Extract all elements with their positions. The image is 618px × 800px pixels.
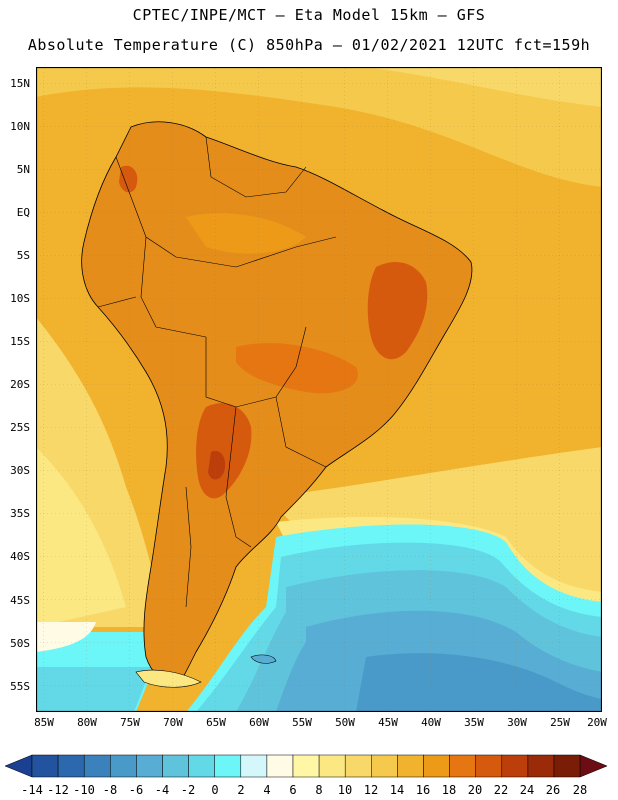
colorbar-label: 22: [493, 783, 509, 797]
colorbar-cell: [371, 754, 398, 778]
colorbar-label: 18: [441, 783, 457, 797]
colorbar-label: 26: [545, 783, 561, 797]
colorbar-cell: [266, 754, 294, 778]
colorbar-label: 14: [389, 783, 405, 797]
lon-label: 70W: [163, 716, 183, 729]
lat-label: 10N: [10, 120, 30, 133]
colorbar-cell: [449, 754, 476, 778]
colorbar-label: 8: [315, 783, 323, 797]
colorbar: [5, 754, 608, 778]
lon-label: 80W: [77, 716, 97, 729]
colorbar-label: -2: [180, 783, 196, 797]
colorbar-cell: [240, 754, 268, 778]
colorbar-label: 2: [237, 783, 245, 797]
lon-label: 45W: [378, 716, 398, 729]
lat-label: 40S: [10, 550, 30, 563]
colorbar-label: -4: [154, 783, 170, 797]
lon-label: 35W: [464, 716, 484, 729]
lon-label: 60W: [249, 716, 269, 729]
lat-label: 15N: [10, 77, 30, 90]
colorbar-left-arrow: [5, 754, 33, 778]
colorbar-cell: [57, 754, 85, 778]
lon-label: 85W: [34, 716, 54, 729]
colorbar-label: 6: [289, 783, 297, 797]
lat-label: EQ: [16, 206, 30, 219]
colorbar-cell: [527, 754, 555, 778]
lat-label: 15S: [10, 335, 30, 348]
colorbar-cell: [31, 754, 59, 778]
lon-label: 65W: [206, 716, 226, 729]
lat-label: 30S: [10, 464, 30, 477]
lat-label: 5S: [16, 249, 30, 262]
lat-label: 55S: [10, 680, 30, 693]
lon-label: 20W: [587, 716, 607, 729]
colorbar-cell: [292, 754, 320, 778]
colorbar-label: 20: [467, 783, 483, 797]
colorbar-cell: [136, 754, 163, 778]
lat-label: 10S: [10, 292, 30, 305]
colorbar-cell: [110, 754, 137, 778]
lon-label: 55W: [292, 716, 312, 729]
colorbar-label: -6: [128, 783, 144, 797]
colorbar-label: 12: [363, 783, 379, 797]
temperature-map: [36, 67, 602, 712]
colorbar-label: -8: [102, 783, 118, 797]
colorbar-cell: [214, 754, 242, 778]
colorbar-cell: [423, 754, 450, 778]
colorbar-label: -14: [21, 783, 43, 797]
colorbar-cell: [553, 754, 581, 778]
colorbar-label: 24: [519, 783, 535, 797]
lat-label: 35S: [10, 507, 30, 520]
lat-lon-grid: [36, 67, 602, 712]
colorbar-cell: [318, 754, 346, 778]
colorbar-cell: [188, 754, 215, 778]
colorbar-label: 10: [337, 783, 353, 797]
lon-label: 40W: [421, 716, 441, 729]
colorbar-label: -10: [73, 783, 95, 797]
colorbar-label: 16: [415, 783, 431, 797]
lat-label: 5N: [16, 163, 30, 176]
lon-label: 75W: [120, 716, 140, 729]
lon-label: 30W: [507, 716, 527, 729]
lat-label: 20S: [10, 378, 30, 391]
lat-label: 50S: [10, 637, 30, 650]
colorbar-cell: [83, 754, 111, 778]
colorbar-cell: [501, 754, 529, 778]
lon-label: 50W: [335, 716, 355, 729]
map-title-line1: CPTEC/INPE/MCT — Eta Model 15km — GFS: [132, 6, 486, 24]
colorbar-label: -12: [47, 783, 69, 797]
colorbar-right-arrow: [579, 754, 608, 778]
colorbar-label: 0: [211, 783, 219, 797]
lon-label: 25W: [550, 716, 570, 729]
colorbar-cell: [162, 754, 189, 778]
colorbar-label: 28: [572, 783, 588, 797]
lat-label: 45S: [10, 594, 30, 607]
colorbar-cell: [397, 754, 424, 778]
map-title-line2: Absolute Temperature (C) 850hPa — 01/02/…: [27, 36, 591, 54]
colorbar-label: 4: [263, 783, 271, 797]
colorbar-cell: [475, 754, 503, 778]
lat-label: 25S: [10, 421, 30, 434]
colorbar-cell: [344, 754, 372, 778]
